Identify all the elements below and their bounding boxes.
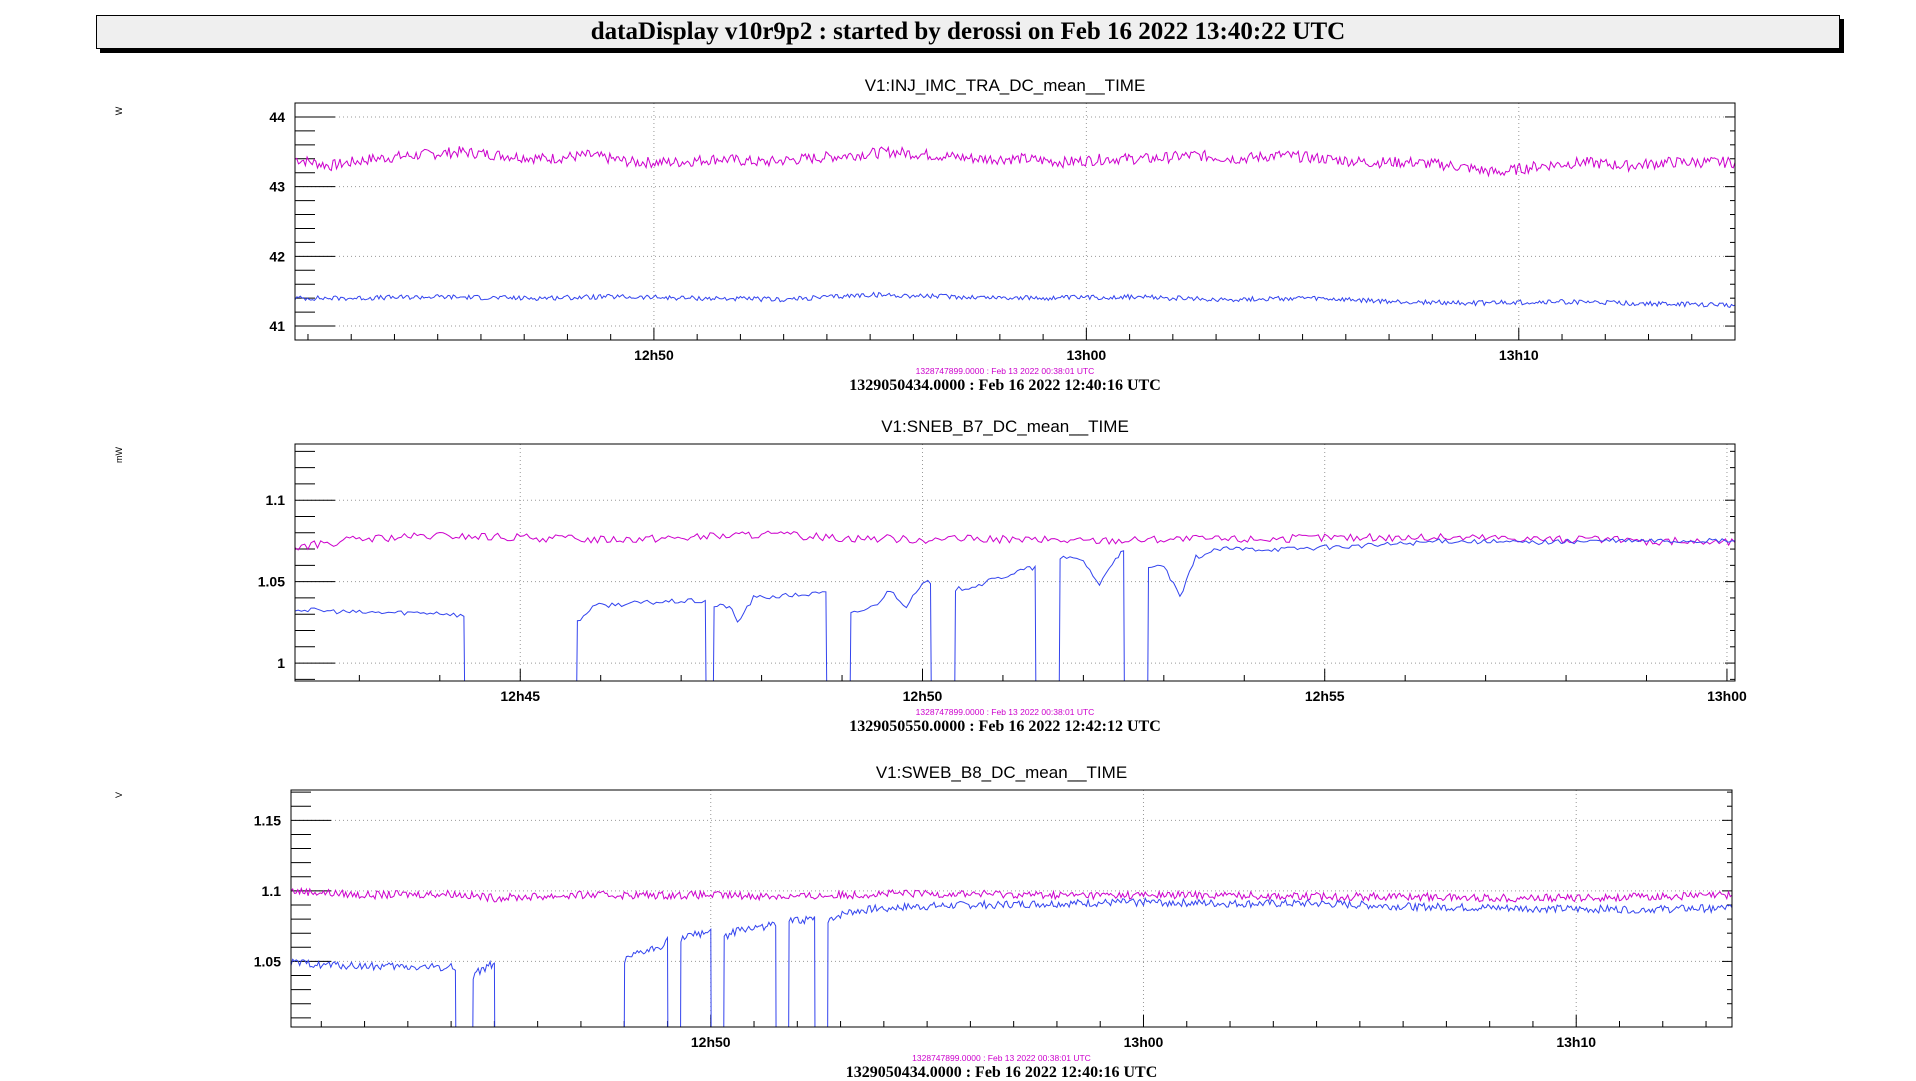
y-tick-label: 44 (269, 109, 285, 125)
x-tick-label: 13h00 (1124, 1034, 1164, 1050)
x-tick-label: 12h55 (1305, 688, 1345, 704)
y-axis-unit-label: W (114, 106, 124, 115)
chart-title: V1:INJ_IMC_TRA_DC_mean__TIME (865, 76, 1146, 95)
chart-title: V1:SNEB_B7_DC_mean__TIME (881, 417, 1129, 436)
x-tick-label: 13h00 (1066, 347, 1106, 363)
y-tick-label: 1.05 (258, 574, 285, 590)
plot-frame (290, 789, 1733, 1028)
reference-series-line (295, 530, 1735, 551)
chart-2: V1:SNEB_B7_DC_mean__TIME mW 1 1.05 1.1 12h45 1… (114, 417, 1747, 735)
time-label: 1329050434.0000 : Feb 16 2022 12:40:16 U… (849, 377, 1161, 394)
chart-3: V1:SWEB_B8_DC_mean__TIME V 1.05 1.1 1.15 12h5… (114, 763, 1733, 1081)
reference-time-label: 1328747899.0000 : Feb 13 2022 00:38:01 U… (912, 1053, 1091, 1063)
chart-1: V1:INJ_IMC_TRA_DC_mean__TIME W 41 42 43 44 12h… (114, 76, 1736, 394)
window-title-banner: dataDisplay v10r9p2 : started by derossi… (96, 15, 1840, 49)
y-tick-label: 1.1 (262, 883, 282, 899)
y-tick-label: 42 (269, 248, 285, 264)
plot-frame (294, 102, 1736, 341)
x-tick-label: 13h10 (1556, 1034, 1596, 1050)
current-series-line (291, 896, 1732, 1027)
x-tick-label: 13h10 (1499, 347, 1539, 363)
reference-series-line (291, 886, 1732, 904)
x-tick-label: 13h00 (1707, 688, 1747, 704)
x-tick-label: 12h50 (903, 688, 943, 704)
reference-time-label: 1328747899.0000 : Feb 13 2022 00:38:01 U… (916, 366, 1095, 376)
reference-series-line (295, 145, 1735, 178)
y-axis-unit-label: V (114, 792, 124, 798)
y-tick-label: 1.15 (254, 812, 281, 828)
reference-time-label: 1328747899.0000 : Feb 13 2022 00:38:01 U… (916, 707, 1095, 717)
y-tick-label: 1.05 (254, 953, 281, 969)
y-tick-label: 41 (269, 318, 285, 334)
chart-title: V1:SWEB_B8_DC_mean__TIME (876, 763, 1127, 782)
y-axis-unit-label: mW (114, 447, 124, 463)
time-label: 1329050550.0000 : Feb 16 2022 12:42:12 U… (849, 718, 1161, 735)
y-tick-label: 43 (269, 179, 285, 195)
y-tick-label: 1.1 (266, 492, 286, 508)
x-tick-label: 12h45 (500, 688, 540, 704)
time-label: 1329050434.0000 : Feb 16 2022 12:40:16 U… (846, 1064, 1158, 1081)
current-series-line (295, 291, 1735, 309)
x-tick-label: 12h50 (691, 1034, 731, 1050)
x-tick-label: 12h50 (634, 347, 674, 363)
current-series-line (295, 537, 1735, 681)
y-tick-label: 1 (277, 655, 285, 671)
plot-frame (294, 443, 1736, 682)
